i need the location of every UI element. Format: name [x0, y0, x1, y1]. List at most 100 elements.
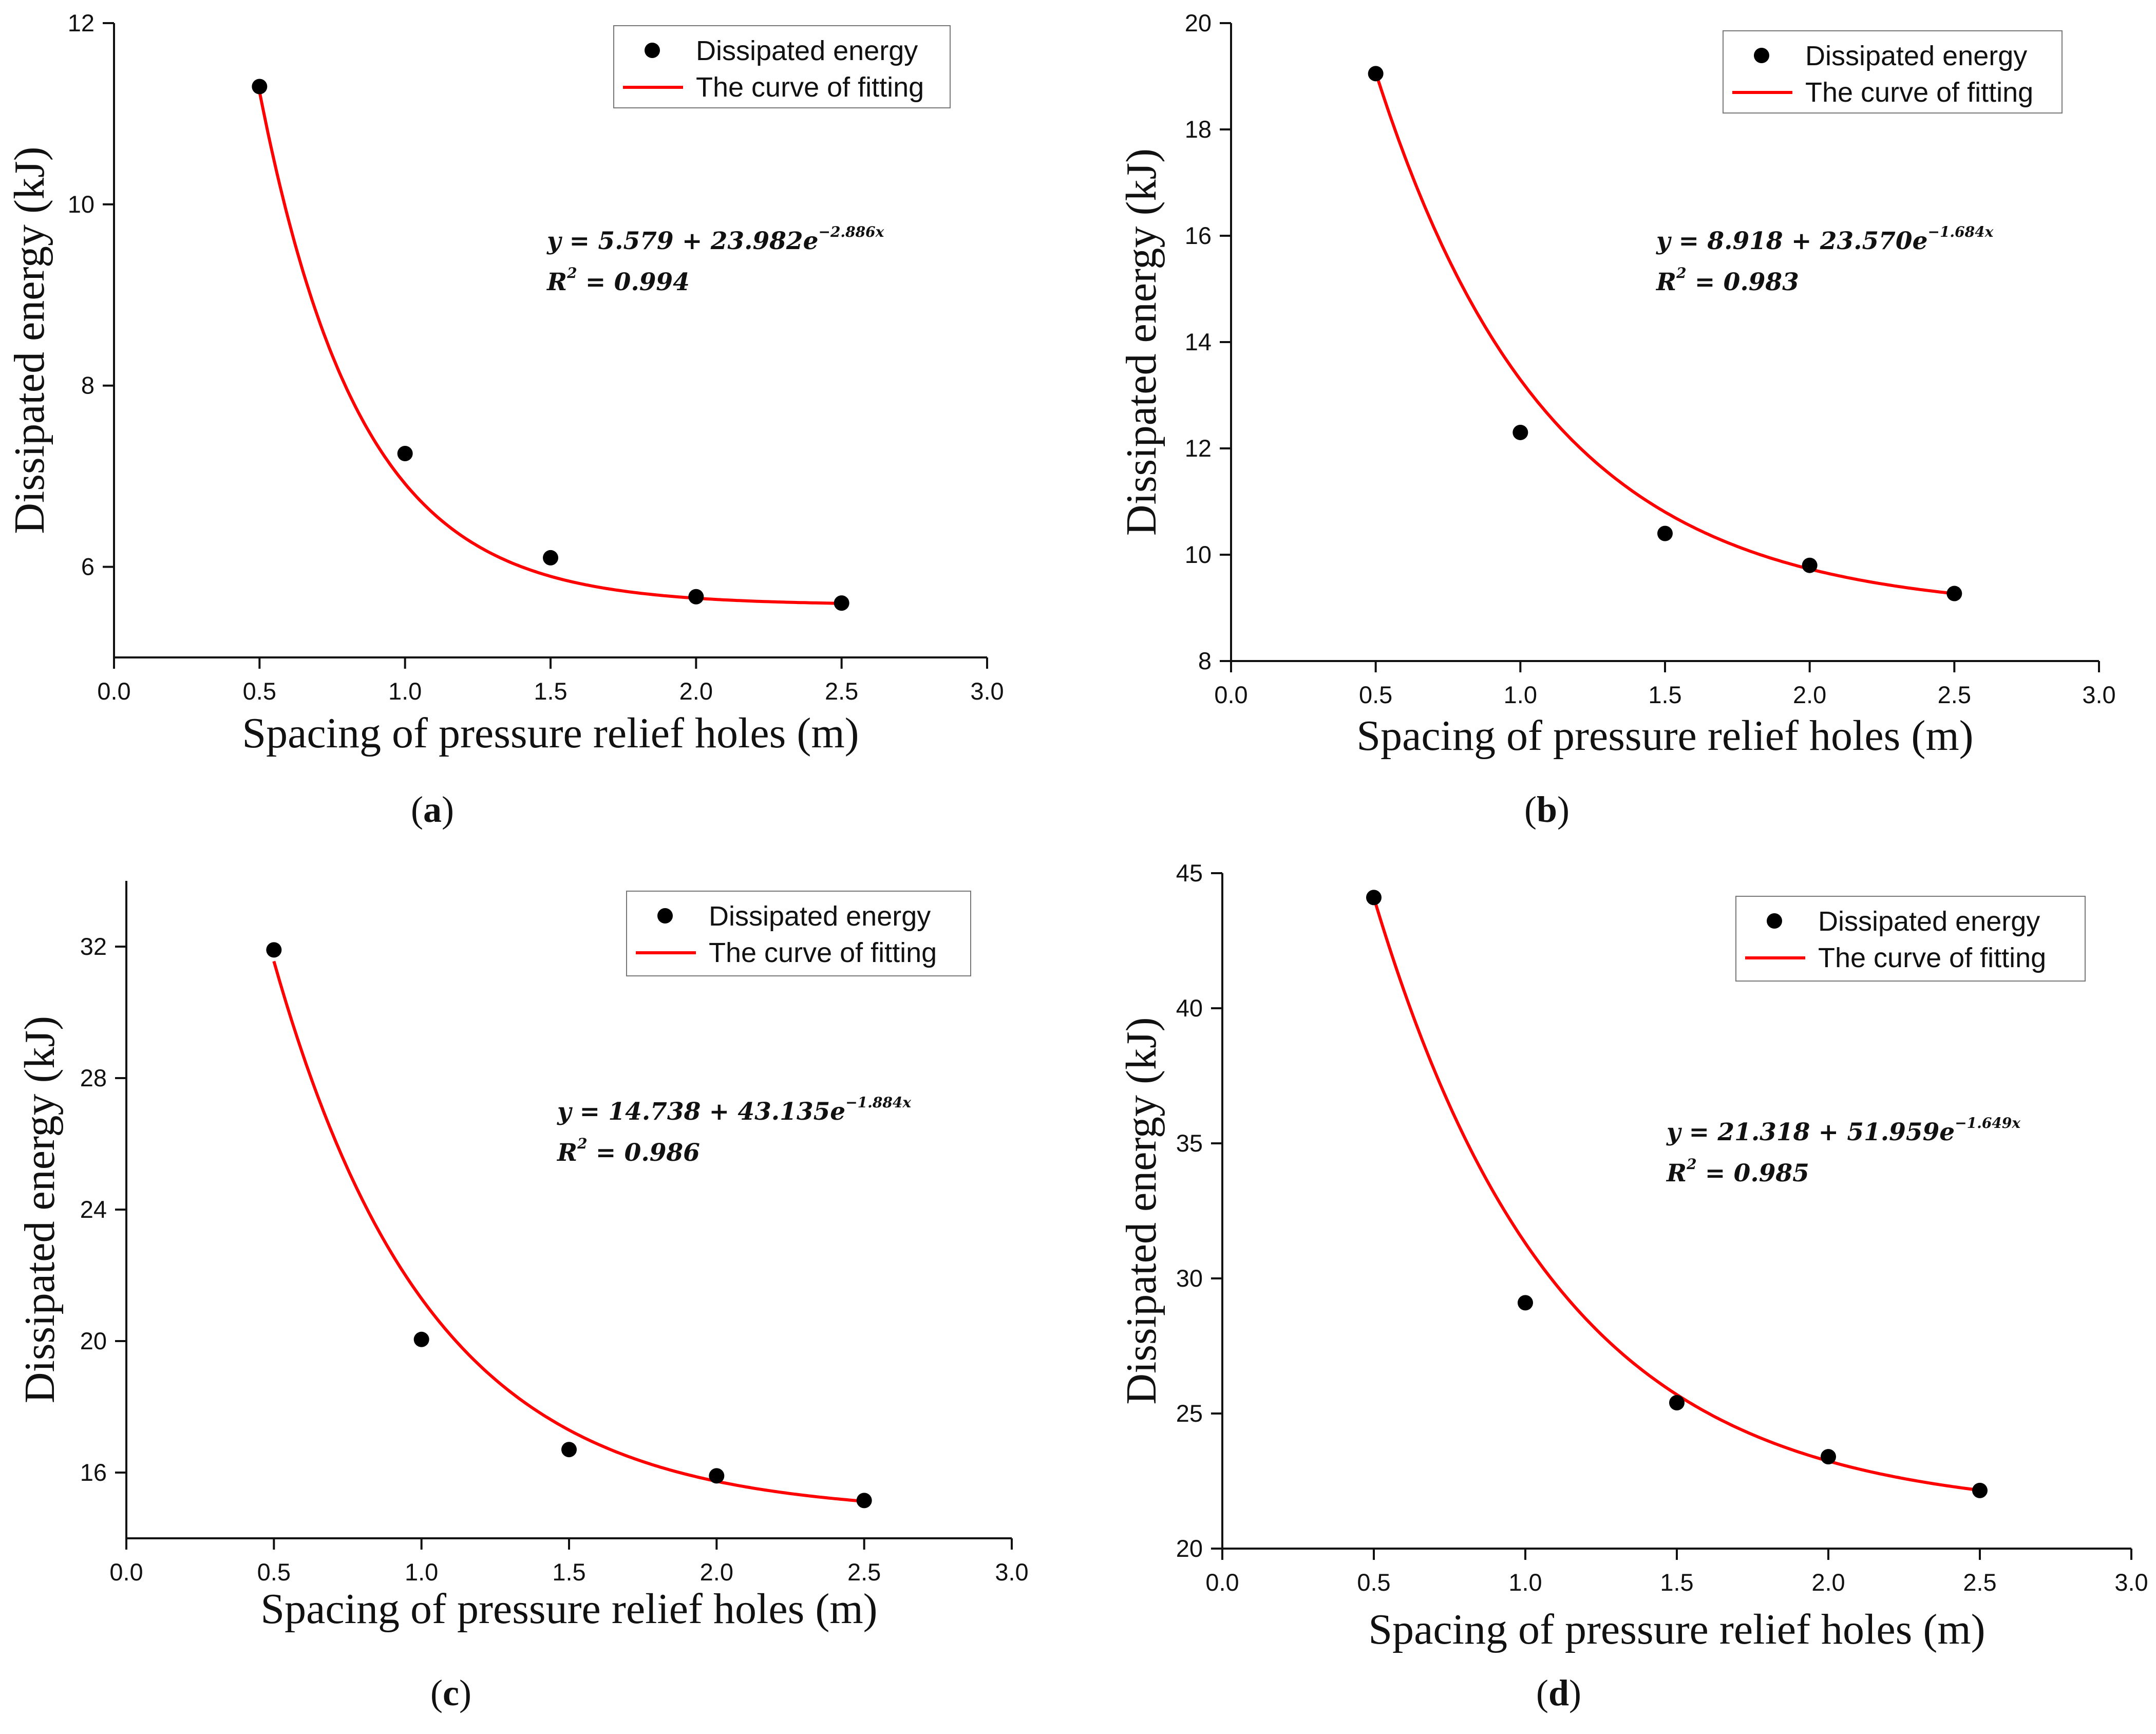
legend-box: [1735, 896, 2086, 982]
fit-equation: y = 5.579 + 23.982e−2.886x: [546, 223, 884, 255]
x-tick-label: 2.0: [1811, 1569, 1845, 1596]
r-squared-symbol: R: [1666, 1159, 1687, 1188]
panel-label: (c): [430, 1672, 471, 1713]
chart-panel-a: 0.0 0.5 1.0 1.5 2.0 2.5 3.0 6 8 10 12 Spacing of pr…: [6, 9, 1004, 830]
r-squared-value: = 0.985: [1697, 1159, 1809, 1188]
r-squared-exponent: 2: [577, 1135, 587, 1152]
x-tick-label: 2.0: [679, 677, 713, 705]
x-tick-label: 2.5: [847, 1558, 881, 1586]
legend-label-fit: The curve of fitting: [1818, 943, 2046, 973]
panel-label-close: ): [442, 789, 454, 830]
x-tick-label: 0.0: [109, 1558, 143, 1586]
y-tick-label: 10: [68, 191, 94, 218]
legend-marker-points: [657, 908, 673, 923]
data-point: [266, 942, 282, 958]
data-point: [1972, 1482, 1988, 1498]
legend: Dissipated energy The curve of fitting: [626, 891, 971, 976]
y-tick-label: 40: [1176, 994, 1203, 1022]
data-point: [1946, 586, 1962, 601]
r-squared-symbol: R: [546, 268, 567, 296]
panel-label-letter: a: [423, 789, 442, 830]
panel-label-open: (: [411, 789, 423, 830]
x-tick-label: 0.0: [1205, 1569, 1239, 1596]
legend: Dissipated energy The curve of fitting: [1735, 896, 2086, 982]
y-tick-label: 8: [1198, 647, 1212, 674]
fitting-curve: [258, 91, 842, 605]
x-tick-label: 2.5: [1963, 1569, 1996, 1596]
x-axis-title: Spacing of pressure relief holes (m): [1368, 1606, 1985, 1653]
legend-box: [1723, 30, 2063, 114]
y-tick-label: 20: [1176, 1535, 1203, 1562]
data-point: [688, 589, 704, 605]
r-squared-symbol: R: [556, 1139, 577, 1167]
data-point: [561, 1442, 577, 1458]
x-tick-label: 1.0: [388, 677, 422, 705]
fit-equation-exponent: −1.649x: [1955, 1115, 2020, 1132]
panel-label-letter: b: [1537, 789, 1557, 830]
fit-equation: y = 8.918 + 23.570e−1.684x: [1656, 223, 1994, 255]
panel-label-letter: c: [443, 1672, 459, 1713]
y-tick-label: 32: [80, 933, 107, 960]
r-squared-exponent: 2: [1686, 1156, 1696, 1173]
panel-label: (b): [1524, 789, 1569, 830]
x-tick-label: 1.5: [1648, 681, 1681, 708]
y-tick-label: 14: [1185, 328, 1212, 355]
legend-label-fit: The curve of fitting: [709, 937, 937, 968]
panel-label-close: ): [1569, 1672, 1581, 1713]
data-point: [834, 595, 849, 611]
panel-label-close: ): [459, 1672, 471, 1713]
fit-equation-exponent: −2.886x: [818, 223, 884, 240]
r-squared-value: = 0.986: [588, 1139, 700, 1167]
legend-marker-points: [1754, 48, 1769, 63]
x-tick-label: 3.0: [970, 677, 1004, 705]
fitting-curve: [1374, 71, 1955, 595]
legend: Dissipated energy The curve of fitting: [1723, 30, 2063, 114]
chart-panel-d: 0.0 0.5 1.0 1.5 2.0 2.5 3.0 20 25 30 35 40 45 Spacing…: [1118, 859, 2148, 1713]
x-tick-label: 0.5: [1357, 1569, 1390, 1596]
y-tick-label: 45: [1176, 859, 1203, 887]
legend-box: [613, 25, 951, 108]
x-tick-label: 1.5: [1660, 1569, 1693, 1596]
data-point: [413, 1331, 429, 1347]
data-point: [1518, 1295, 1533, 1311]
panel-label-close: ): [1557, 789, 1569, 830]
fit-equation: y = 14.738 + 43.135e−1.884x: [557, 1094, 911, 1126]
y-axis-title: Dissipated energy (kJ): [6, 146, 53, 534]
y-tick-label: 6: [81, 553, 94, 580]
legend-label-points: Dissipated energy: [709, 901, 931, 932]
fitting-curve: [272, 960, 864, 1503]
legend: Dissipated energy The curve of fitting: [613, 25, 951, 108]
y-tick-label: 16: [80, 1459, 107, 1486]
r-squared: R2 = 0.986: [556, 1135, 700, 1167]
legend-label-points: Dissipated energy: [1818, 906, 2040, 937]
x-tick-label: 0.5: [257, 1558, 291, 1586]
r-squared-exponent: 2: [566, 265, 577, 281]
fit-equation-main: y = 14.738 + 43.135e: [557, 1098, 845, 1126]
x-tick-label: 1.0: [1504, 681, 1537, 708]
data-point: [1669, 1394, 1685, 1410]
y-tick-label: 28: [80, 1064, 107, 1091]
chart-panel-c: 0.0 0.5 1.0 1.5 2.0 2.5 3.0 16 20 24 28 32 Spacing o…: [16, 881, 1029, 1713]
legend-label-fit: The curve of fitting: [696, 72, 924, 103]
legend-box: [626, 891, 971, 976]
legend-label-points: Dissipated energy: [696, 35, 918, 66]
x-tick-label: 0.5: [1359, 681, 1392, 708]
r-squared-exponent: 2: [1676, 265, 1686, 281]
data-point: [397, 446, 413, 462]
y-tick-label: 12: [68, 9, 94, 36]
y-tick-label: 24: [80, 1196, 107, 1223]
r-squared-value: = 0.994: [577, 268, 690, 296]
x-tick-label: 1.0: [1508, 1569, 1542, 1596]
x-tick-label: 2.0: [1793, 681, 1826, 708]
x-tick-label: 3.0: [2082, 681, 2115, 708]
data-point: [1802, 557, 1818, 573]
x-tick-label: 2.5: [825, 677, 858, 705]
y-axis-title: Dissipated energy (kJ): [1118, 1017, 1165, 1404]
fit-equation-exponent: −1.684x: [1927, 223, 1993, 240]
x-tick-label: 0.0: [97, 677, 130, 705]
legend-marker-points: [1767, 913, 1782, 929]
legend-marker-points: [645, 43, 660, 58]
x-tick-label: 3.0: [995, 1558, 1028, 1586]
data-point: [1657, 525, 1673, 541]
